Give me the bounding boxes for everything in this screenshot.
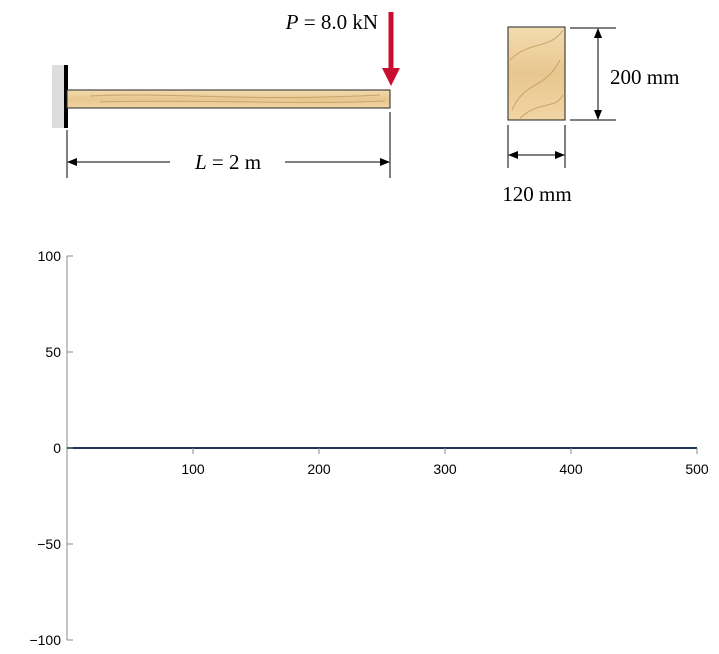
section-grain: [509, 29, 564, 119]
x-tick-label: 300: [433, 461, 457, 477]
y-tick-label: 0: [53, 440, 61, 456]
x-tick-label: 100: [181, 461, 205, 477]
x-tick-label: 200: [307, 461, 331, 477]
wall-shade: [52, 65, 64, 128]
y-tick-label: −100: [29, 632, 61, 648]
beam-grain: [89, 94, 386, 103]
width-label: 120 mm: [502, 182, 571, 206]
load-arrow-head: [382, 68, 400, 86]
beam: [66, 89, 391, 109]
cross-section: [507, 26, 566, 121]
y-tick-label: 100: [38, 248, 62, 264]
y-tick-label: 50: [45, 344, 61, 360]
x-tick-label: 400: [559, 461, 583, 477]
span-label: L = 2 m: [194, 150, 261, 174]
plot: 100 200 300 400 500 −100 −50 0 50 100: [29, 248, 708, 648]
load-label: P = 8.0 kN: [285, 10, 378, 34]
height-label: 200 mm: [610, 65, 679, 89]
y-tick-label: −50: [37, 536, 61, 552]
x-tick-label: 500: [685, 461, 709, 477]
